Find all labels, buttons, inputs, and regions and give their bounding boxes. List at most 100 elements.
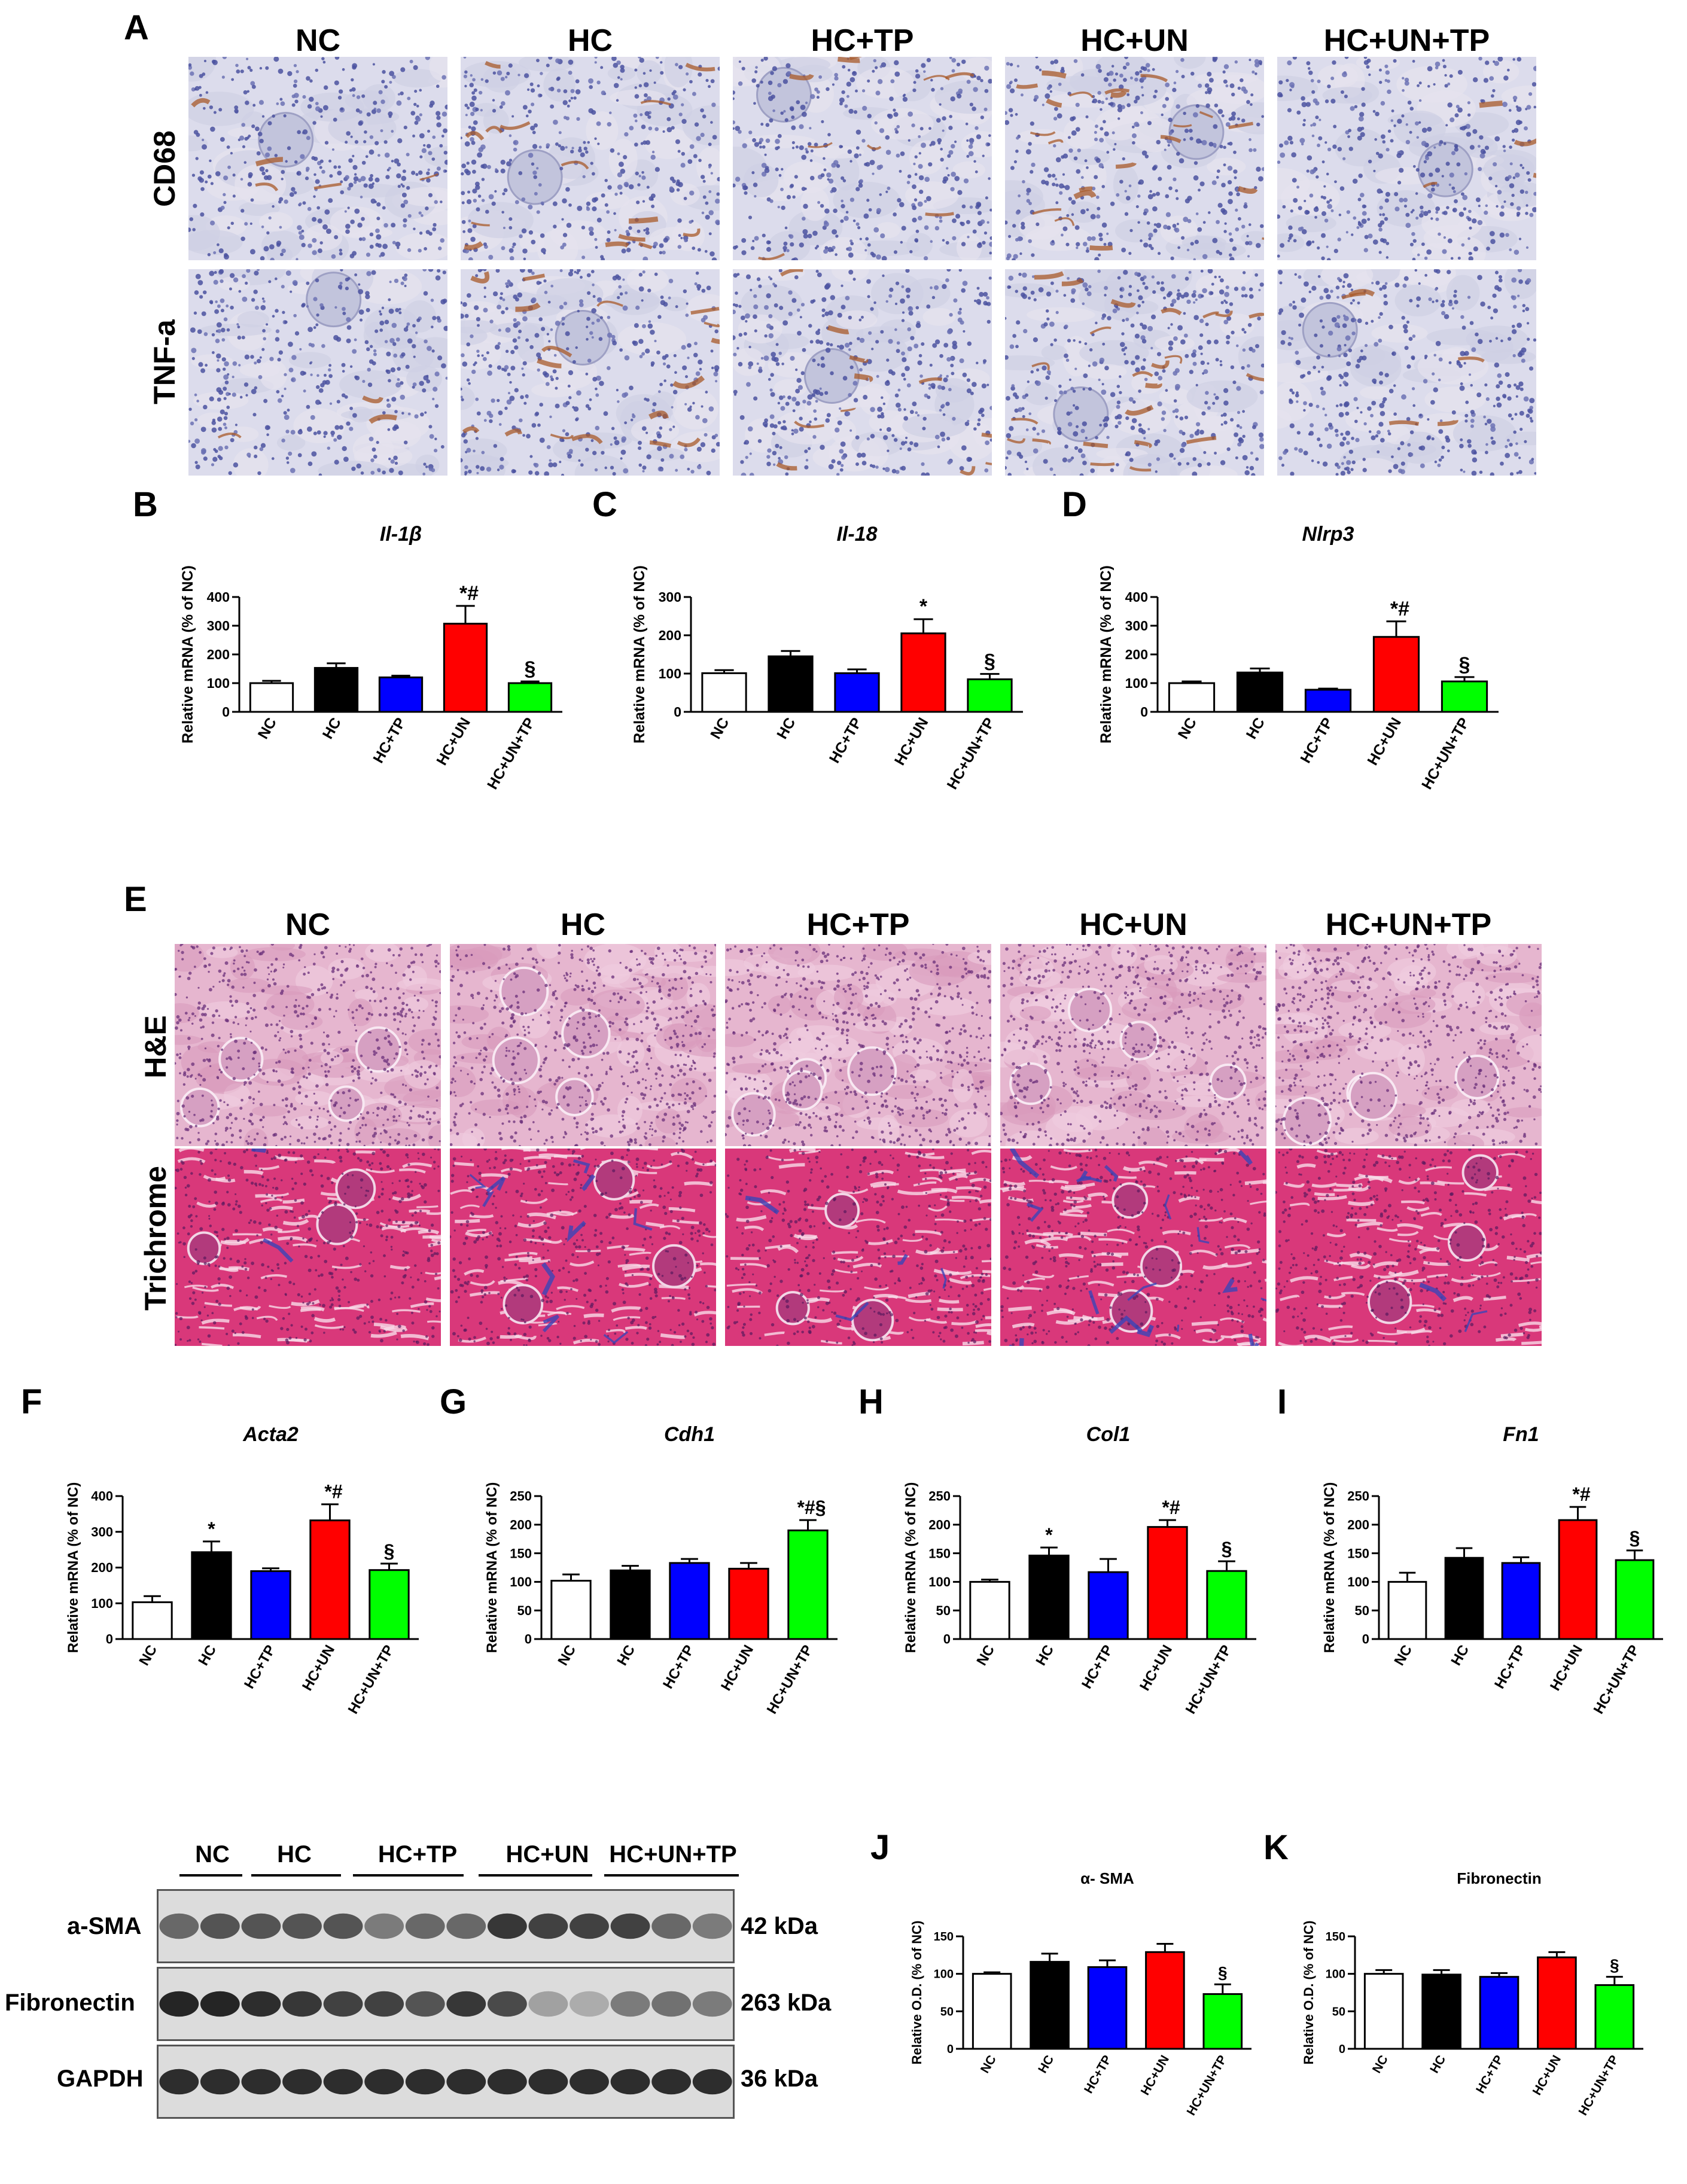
histology-tile	[1005, 57, 1264, 260]
histology-tile	[175, 1149, 441, 1346]
panel-label-c: C	[592, 485, 617, 524]
category-label: NC	[555, 1643, 579, 1669]
y-tick-label: 200	[928, 1518, 951, 1533]
cd68-image-hcuntp	[1277, 57, 1536, 260]
category-label: HC	[774, 715, 799, 742]
blot-band	[200, 2069, 240, 2095]
wb-label-fibronectin: Fibronectin	[5, 1990, 135, 2016]
histology-tile	[1275, 1149, 1542, 1346]
bar	[378, 676, 424, 713]
histology-tile	[725, 1149, 991, 1346]
bar	[1206, 1570, 1247, 1640]
trichrome-image-hcun	[1000, 1149, 1266, 1346]
panel-label-e: E	[124, 880, 147, 919]
category-label: HC+TP	[1079, 1643, 1116, 1692]
bar	[1147, 1526, 1188, 1640]
bar	[1387, 1580, 1427, 1640]
y-tick-label: 300	[1125, 618, 1148, 633]
blot-band	[241, 2069, 281, 2095]
y-axis-label: Relative mRNA (% of NC)	[484, 1482, 500, 1653]
bar	[1030, 1961, 1070, 2050]
blot-band	[364, 1991, 404, 2017]
bar	[443, 623, 488, 713]
blot-band	[323, 1913, 363, 1939]
blot-band	[241, 1913, 281, 1939]
bar	[1441, 680, 1488, 713]
bar	[701, 672, 747, 713]
trichrome-image-hc	[450, 1149, 716, 1346]
he-image-hcun	[1000, 944, 1266, 1146]
blot-bands	[159, 1913, 732, 1939]
y-tick-label: 0	[106, 1632, 113, 1647]
category-label: NC	[973, 1643, 998, 1669]
y-tick-label: 200	[1125, 647, 1148, 662]
blot-band	[651, 2069, 692, 2095]
category-label: HC+TP	[1491, 1643, 1529, 1692]
blot-band	[651, 1991, 692, 2017]
significance-mark: *	[919, 595, 928, 618]
chart-b: Il-1β 0 100 200 300 400 Relative mRNA (% of NC…	[126, 514, 574, 849]
row-label-cd68: CD68	[148, 130, 181, 207]
histology-tile	[1000, 1149, 1266, 1346]
he-image-hctp	[725, 944, 991, 1146]
blot-band	[241, 1991, 281, 2017]
y-tick-label: 0	[947, 2043, 954, 2056]
bar	[1501, 1562, 1541, 1640]
chart-title: Il-18	[836, 523, 877, 546]
he-image-nc	[175, 944, 441, 1146]
chart-g: Cdh1 0 50 100 150 200 250 Relative mRNA (% of N…	[437, 1412, 849, 1795]
histology-tile	[450, 944, 716, 1146]
he-image-hc	[450, 944, 716, 1146]
significance-mark: *	[208, 1518, 215, 1540]
bar	[1558, 1519, 1598, 1640]
histology-tile	[1000, 944, 1266, 1146]
blot-band	[282, 2069, 322, 2095]
chart-title: Cdh1	[664, 1423, 715, 1446]
category-label: NC	[255, 715, 280, 742]
category-label: HC+TP	[826, 715, 866, 766]
blot-band	[282, 1913, 322, 1939]
significance-mark: §	[1218, 1963, 1228, 1982]
blot-band	[364, 2069, 404, 2095]
blot-band	[610, 2069, 650, 2095]
y-tick-label: 400	[207, 589, 230, 605]
y-tick-label: 100	[1125, 675, 1148, 691]
panel-label-a: A	[124, 8, 149, 47]
category-label: HC	[1243, 715, 1268, 742]
bar	[768, 655, 814, 713]
y-axis-label: Relative mRNA (% of NC)	[179, 565, 196, 744]
y-tick-label: 150	[1347, 1546, 1369, 1561]
chart-c: Il-18 0 100 200 300 Relative mRNA (% of NC) NC…	[577, 514, 1035, 849]
y-tick-label: 200	[207, 647, 230, 662]
significance-mark: *#	[1162, 1497, 1180, 1518]
tnfa-image-nc	[188, 269, 447, 476]
category-label: HC+UN	[299, 1643, 338, 1694]
bar	[1372, 636, 1420, 713]
y-tick-label: 200	[510, 1518, 532, 1533]
y-tick-label: 0	[222, 704, 230, 720]
blot-band	[610, 1991, 650, 2017]
chart-title: Fibronectin	[1457, 1869, 1542, 1887]
panel-label-g: G	[440, 1382, 467, 1421]
panel-label-h: H	[858, 1382, 884, 1421]
blot-band	[159, 2069, 199, 2095]
y-tick-label: 400	[1125, 589, 1148, 605]
significance-mark: §	[1222, 1538, 1232, 1559]
blot-asma	[157, 1889, 735, 1963]
y-tick-label: 150	[1326, 1930, 1345, 1944]
bar	[669, 1562, 710, 1640]
blot-band	[487, 2069, 527, 2095]
category-label: HC+UN	[1364, 715, 1405, 768]
histology-tile	[725, 944, 991, 1146]
blot-band	[323, 1991, 363, 2017]
bar	[550, 1579, 592, 1640]
bar	[1304, 689, 1352, 713]
bar	[610, 1569, 651, 1640]
significance-mark: *#	[1390, 598, 1409, 620]
category-label: HC+UN	[891, 715, 932, 768]
bar	[1594, 1984, 1635, 2050]
panel-label-k: K	[1263, 1828, 1289, 1867]
category-label: NC	[1175, 715, 1200, 742]
category-label: HC	[614, 1643, 638, 1669]
bar	[250, 1570, 291, 1640]
